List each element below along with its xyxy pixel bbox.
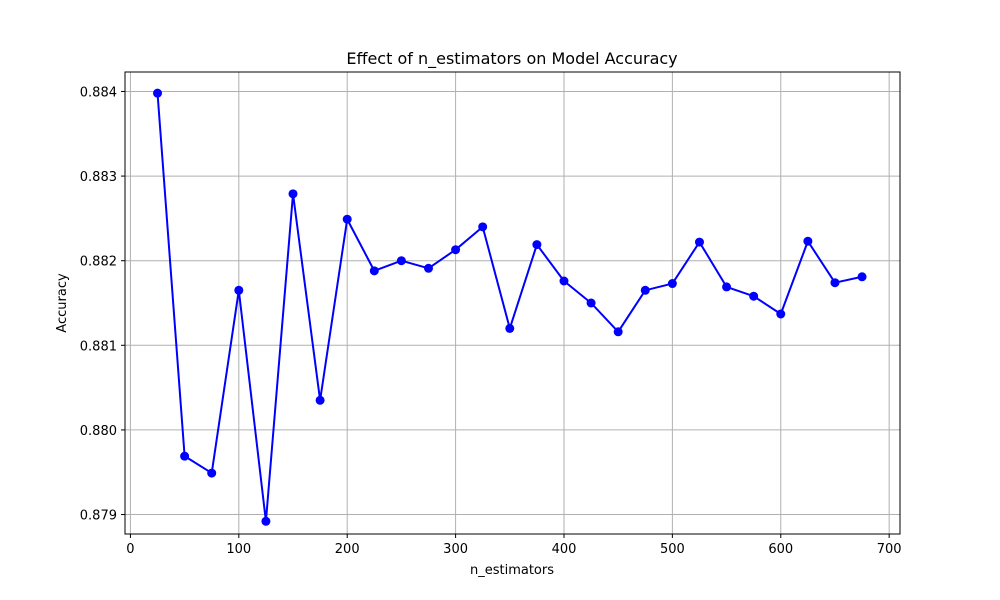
data-point <box>153 88 163 98</box>
y-tick-label: 0.883 <box>80 170 117 185</box>
data-point <box>451 245 461 255</box>
grid <box>125 72 900 534</box>
data-point <box>694 237 704 247</box>
data-point <box>640 285 650 295</box>
data-point <box>369 266 379 276</box>
plot-frame <box>124 71 901 535</box>
data-point <box>559 276 569 286</box>
data-point <box>288 189 298 199</box>
x-tick-label: 500 <box>660 542 685 557</box>
x-tick-label: 400 <box>552 542 577 557</box>
axis-ticks: 0 100 200 300 400 500 600 700 0.879 0.880 0.881 0.8… <box>80 85 902 557</box>
x-tick-label: 700 <box>877 542 902 557</box>
data-point <box>315 395 325 405</box>
y-tick-label: 0.880 <box>80 424 117 439</box>
y-axis-label: Accuracy <box>55 273 70 333</box>
data-point <box>261 516 271 526</box>
data-point <box>478 222 488 232</box>
data-series <box>153 88 867 526</box>
y-tick-label: 0.881 <box>80 339 117 354</box>
chart-title: Effect of n_estimators on Model Accuracy <box>346 49 677 69</box>
data-point <box>342 214 352 224</box>
data-point <box>830 278 840 288</box>
x-tick-label: 300 <box>443 542 468 557</box>
data-point <box>722 282 732 292</box>
data-point <box>234 285 244 295</box>
data-point <box>749 291 759 301</box>
y-tick-label: 0.882 <box>80 255 117 270</box>
data-point <box>586 298 596 308</box>
data-point <box>803 236 813 246</box>
series-line <box>156 93 863 523</box>
y-tick-label: 0.879 <box>80 509 117 524</box>
data-point <box>396 256 406 266</box>
data-point <box>613 327 623 337</box>
x-tick-label: 0 <box>126 542 134 557</box>
y-tick-label: 0.884 <box>80 85 117 100</box>
data-point <box>667 279 677 289</box>
data-point <box>857 272 867 282</box>
data-point <box>423 263 433 273</box>
x-axis-label: n_estimators <box>470 563 554 578</box>
data-point <box>776 309 786 319</box>
x-tick-label: 100 <box>226 542 251 557</box>
data-point <box>207 468 217 478</box>
x-tick-label: 600 <box>768 542 793 557</box>
data-point <box>505 323 515 333</box>
data-point <box>532 240 542 250</box>
data-point <box>180 451 190 461</box>
x-tick-label: 200 <box>335 542 360 557</box>
